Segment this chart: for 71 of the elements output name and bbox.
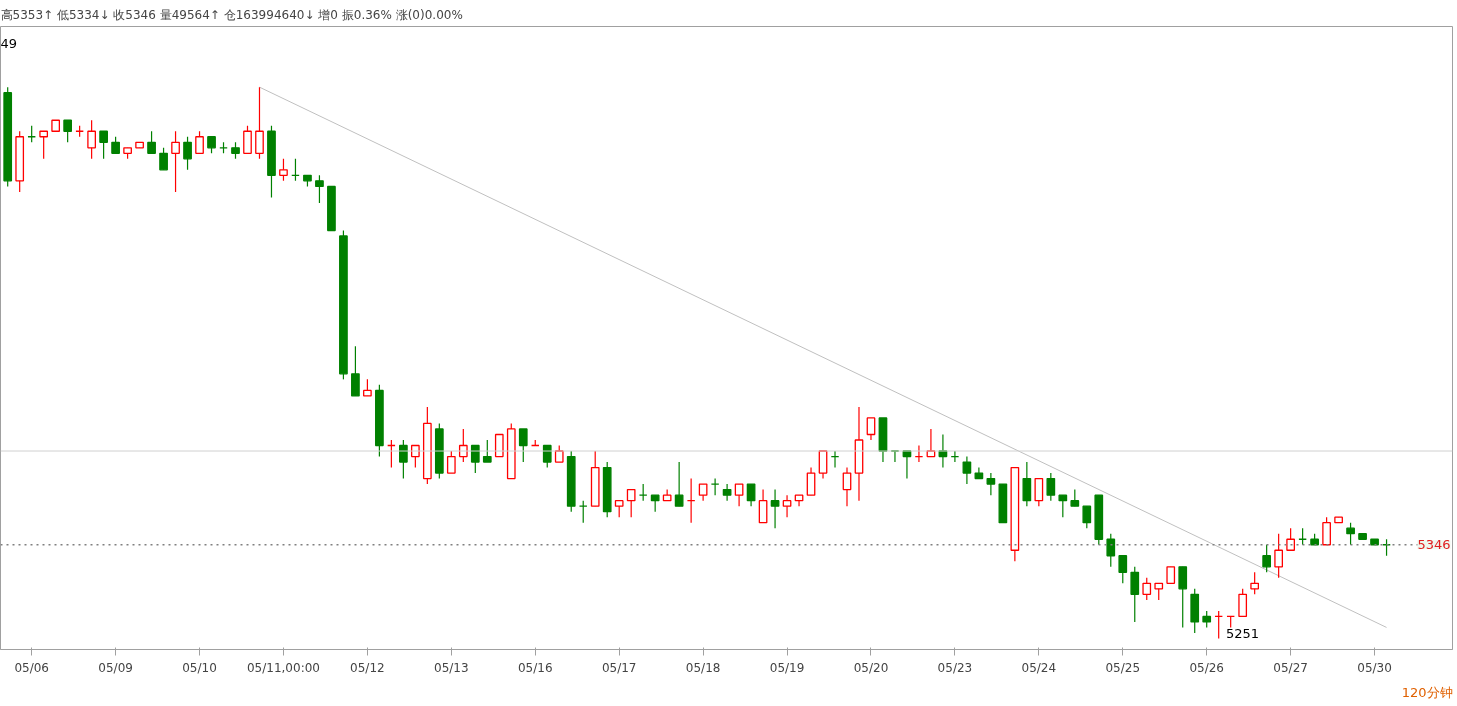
x-tick-label: 05/26 xyxy=(1189,660,1225,675)
candlestick xyxy=(147,130,156,154)
candlestick xyxy=(1106,533,1116,568)
candlestick xyxy=(962,455,972,485)
candlestick xyxy=(1118,555,1128,584)
x-tick-label: 05/17 xyxy=(601,660,637,675)
candlestick xyxy=(674,461,684,507)
candlestick xyxy=(1274,533,1284,579)
x-tick-label: 05/06 xyxy=(14,660,49,675)
candlestick xyxy=(255,86,264,160)
candlestick xyxy=(1238,588,1248,618)
candlestick xyxy=(482,439,492,463)
x-tick-label: 05/16 xyxy=(517,660,553,675)
candlestick xyxy=(722,483,732,502)
candlestick xyxy=(470,444,480,474)
candlestick xyxy=(279,158,288,182)
candlestick xyxy=(1250,571,1260,595)
annotation: 5251 xyxy=(1225,626,1259,642)
candlestick xyxy=(518,428,528,463)
candlestick xyxy=(782,494,792,518)
candlestick xyxy=(39,130,49,160)
x-tick-label: 05/09 xyxy=(98,660,133,675)
candlestick xyxy=(1046,472,1056,502)
candlestick xyxy=(746,483,756,507)
x-tick-label: 05/27 xyxy=(1273,660,1308,675)
candlestick xyxy=(770,489,780,529)
candlestick xyxy=(866,417,876,441)
text: 5346 xyxy=(1417,537,1451,553)
x-tick-label: 05/10 xyxy=(182,660,217,675)
candlestick xyxy=(1262,544,1272,573)
x-tick-label: 05/19 xyxy=(769,660,805,675)
candlestick xyxy=(1142,577,1152,601)
candlestick xyxy=(1034,477,1044,507)
chart-title: 高5353↑ 低5334↓ 收5346 量49564↑ 仓163994640↓ 增0 振0.36% 涨(0)0.00% xyxy=(0,7,463,22)
candlestick xyxy=(195,130,204,154)
candlestick xyxy=(1286,527,1295,551)
candlestick xyxy=(171,130,180,193)
candlestick xyxy=(758,489,768,524)
candlestick xyxy=(986,472,996,496)
candlestick xyxy=(1058,494,1068,518)
candlestick xyxy=(351,345,360,397)
text: 49 xyxy=(0,35,18,51)
candlestick xyxy=(1022,461,1032,507)
text: 120分钟 xyxy=(1401,684,1453,700)
candlestick xyxy=(63,119,73,143)
candlestick xyxy=(842,466,852,507)
candlestick xyxy=(1082,505,1092,529)
x-tick-label: 05/30 xyxy=(1357,660,1392,675)
candlestick xyxy=(183,136,192,171)
candlestick xyxy=(806,466,816,496)
candlestick xyxy=(734,483,744,507)
candlestick xyxy=(1178,566,1188,629)
candlestick xyxy=(159,147,168,171)
x-tick-label: 05/18 xyxy=(685,660,721,675)
x-tick-label: 05/23 xyxy=(937,660,973,675)
candlestick xyxy=(315,174,324,204)
x-tick-label: 05/25 xyxy=(1105,660,1141,675)
x-tick-label: 05/24 xyxy=(1021,660,1057,675)
candlestick xyxy=(1322,516,1331,546)
candlestick xyxy=(399,439,408,480)
candlestick xyxy=(1346,522,1355,546)
candlestick xyxy=(1130,566,1140,623)
x-tick-label: 05/11,00:00 xyxy=(246,660,320,675)
candlestick xyxy=(99,130,108,160)
x-tick-label: 05/12 xyxy=(350,660,385,675)
candlestick xyxy=(243,125,252,154)
x-tick-label: 05/20 xyxy=(853,660,889,675)
x-tick-label: 05/13 xyxy=(434,660,469,675)
candlestick xyxy=(87,119,96,160)
candlestick xyxy=(446,450,456,474)
candlestick xyxy=(626,488,636,518)
